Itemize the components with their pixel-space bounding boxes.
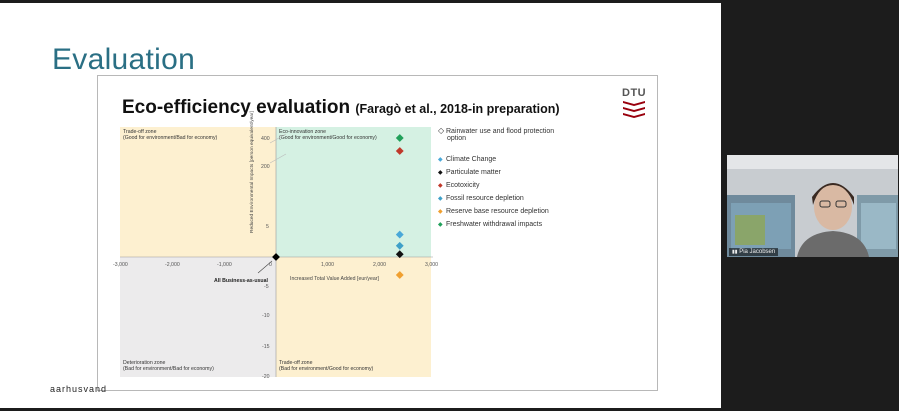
axis-break-mark-1 [269, 133, 287, 144]
zone-label-bottom-left-desc: (Bad for environment/Bad for economy) [123, 366, 214, 373]
data-point-fossil-resource-depletion [395, 241, 404, 250]
zone-label-bottom-right-desc: (Bad for environment/Good for economy) [279, 366, 374, 373]
origin-pointer-line [257, 260, 273, 274]
data-point-climate-change [395, 230, 404, 239]
legend-label-particulate-matter: Particulate matter [446, 169, 501, 176]
legend-marker-ecotoxicity: ◆ [438, 183, 443, 189]
y-tick-400: 400 [261, 136, 270, 142]
scatter-markers [272, 134, 404, 279]
x-tick-label: 2,000 [373, 262, 386, 268]
data-point-ecotoxicity [395, 147, 404, 155]
zone-label-top-right: Eco-innovation zone (Good for environmen… [279, 129, 377, 142]
slide-title: Evaluation [52, 43, 196, 76]
figure-title-main: Eco-efficiency evaluation [122, 97, 351, 118]
legend-marker-fossil-resource: ◆ [438, 196, 443, 202]
zone-label-bottom-right-name: Trade-off zone [279, 360, 313, 366]
participant-name-text: Pia Jacobsen [739, 249, 776, 255]
aarhusvand-logo: aarhusvand [50, 384, 108, 394]
data-point-reserve-base-resource-depletion [395, 271, 404, 279]
legend-item-freshwater: ◆ Freshwater withdrawal impacts [438, 221, 542, 228]
trade-off-zone-top [120, 127, 276, 257]
legend-label-rainwater: Rainwater use and flood protection [446, 128, 555, 135]
participant-video-tile[interactable]: ▮▮ Pia Jacobsen [727, 155, 898, 257]
legend-item-rainwater: ◇ Rainwater use and flood protection opti… [438, 126, 554, 142]
legend-item-ecotoxicity: ◆ Ecotoxicity [438, 182, 479, 189]
x-tick-label: -2,000 [165, 262, 180, 268]
data-point-particulate-matter [395, 250, 404, 259]
dtu-logo-text: DTU [622, 87, 647, 99]
figure-title: Eco-efficiency evaluation (Faragò et al.… [122, 97, 560, 119]
legend-label-freshwater: Freshwater withdrawal impacts [446, 221, 543, 228]
data-point-freshwater-withdrawal-impacts [395, 134, 404, 142]
legend-item-particulate-matter: ◆ Particulate matter [438, 169, 501, 176]
x-axis-label: Increased Total Value Added [eur/year] [290, 276, 379, 282]
x-tick-label: 3,000 [425, 262, 438, 268]
participant-name-label: ▮▮ Pia Jacobsen [729, 248, 779, 256]
zone-label-bottom-left-name: Deterioration zone [123, 360, 166, 366]
legend-marker-climate-change: ◆ [438, 157, 443, 163]
y-tick-minus-10: -10 [262, 313, 270, 319]
y-tick-minus-5: -5 [264, 284, 269, 290]
x-tick-label: -3,000 [113, 262, 128, 268]
legend-label-fossil-resource: Fossil resource depletion [446, 195, 524, 202]
zone-label-bottom-right: Trade-off zone (Bad for environment/Good… [279, 360, 373, 373]
signal-bars-icon: ▮▮ [732, 249, 738, 255]
legend-item-fossil-resource: ◆ Fossil resource depletion [438, 195, 524, 202]
legend-marker-reserve-base: ◆ [438, 209, 443, 215]
y-tick-200: 200 [261, 164, 270, 170]
x-tick-label: -1,000 [217, 262, 232, 268]
zone-label-top-left: Trade-off zone (Good for environment/Bad… [123, 129, 217, 142]
zone-label-top-left-desc: (Good for environment/Bad for economy) [123, 135, 218, 142]
legend-item-climate-change: ◆ Climate Change [438, 156, 496, 163]
legend-label-ecotoxicity: Ecotoxicity [446, 182, 480, 189]
legend-marker-particulate-matter: ◆ [438, 170, 443, 176]
legend-marker-freshwater: ◆ [438, 222, 443, 228]
legend-marker-rainwater: ◇ [438, 126, 445, 135]
dtu-logo: DTU [622, 87, 646, 124]
y-tick-minus-20: -20 [262, 374, 270, 380]
legend-item-reserve-base: ◆ Reserve base resource depletion [438, 208, 549, 215]
origin-label: All Business-as-usual [214, 278, 268, 284]
x-tick-label: 0 [269, 262, 272, 268]
dtu-logo-mark [623, 101, 645, 118]
zone-label-top-right-desc: (Good for environment/Good for economy) [279, 135, 377, 142]
axis-break-mark-2 [269, 153, 287, 164]
legend-label-climate-change: Climate Change [446, 156, 497, 163]
legend-label-reserve-base: Reserve base resource depletion [446, 208, 549, 215]
eco-innovation-zone [276, 127, 431, 257]
zone-label-bottom-left: Deterioration zone (Bad for environment/… [123, 360, 214, 373]
figure-subtitle: (Faragò et al., 2018-in preparation) [355, 102, 560, 116]
data-point-rainwater-use-and-flood-protection-option [272, 253, 280, 261]
deterioration-zone [120, 257, 276, 377]
x-tick-label: 1,000 [321, 262, 334, 268]
zone-label-top-right-name: Eco-innovation zone [279, 129, 327, 135]
participant-video-feed [727, 155, 898, 257]
y-tick-5: 5 [266, 224, 269, 230]
legend-label-rainwater-2: option [447, 135, 467, 142]
trade-off-zone-bottom [276, 257, 431, 377]
y-tick-minus-15: -15 [262, 344, 270, 350]
presentation-slide: Evaluation Eco-efficiency evaluation (Fa… [0, 3, 721, 408]
eco-efficiency-figure: Eco-efficiency evaluation (Faragò et al.… [97, 75, 658, 391]
zone-label-top-left-name: Trade-off zone [123, 129, 157, 135]
